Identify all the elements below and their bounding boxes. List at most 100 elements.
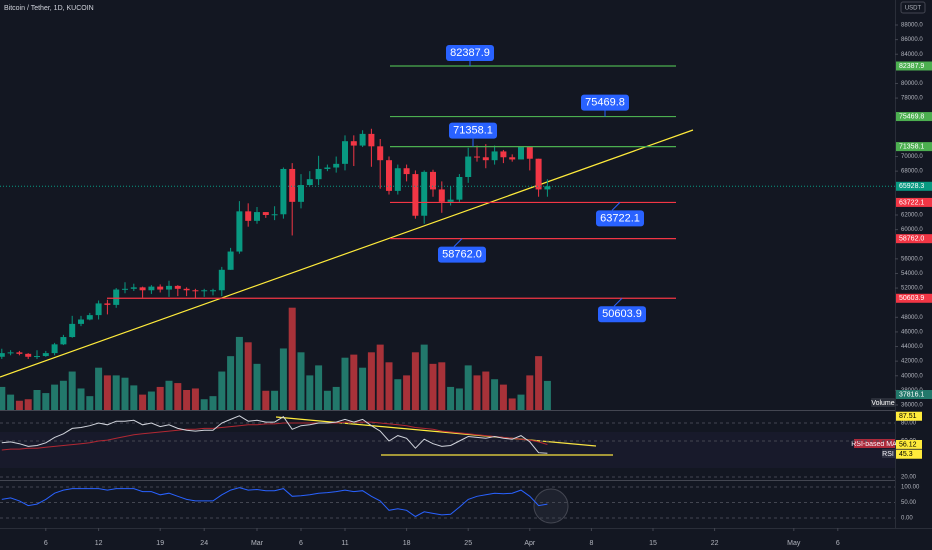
volume-bar <box>235 336 243 410</box>
volume-badge-label: 37816.1 <box>899 391 924 398</box>
candle-body <box>210 290 216 292</box>
y-tick-label: 84000.0 <box>901 52 923 58</box>
volume-bar <box>429 363 437 410</box>
y-tick-label: 80000.0 <box>901 81 923 87</box>
candle-body <box>104 303 111 305</box>
volume-bar <box>218 371 226 410</box>
x-tick-label: May <box>787 540 801 547</box>
candle-body <box>306 179 313 186</box>
volume-bar <box>24 399 32 410</box>
volume-bar <box>209 396 217 410</box>
volume-title-box <box>871 398 895 407</box>
candle-body <box>403 168 410 175</box>
candle-body <box>544 186 551 190</box>
volume-bar <box>543 380 551 410</box>
volume-bar <box>499 384 507 410</box>
rsi-badge-label: 56.12 <box>899 441 917 448</box>
volume-bar <box>288 307 296 410</box>
volume-bar <box>350 354 358 410</box>
candle-body <box>438 189 445 202</box>
currency-box[interactable] <box>900 1 926 14</box>
axis-badge-label: 50603.9 <box>899 295 924 302</box>
stoch-tick-label: 100.00 <box>901 485 920 491</box>
volume-bar <box>7 394 15 410</box>
level-badge-label: 50603.9 <box>602 308 642 320</box>
volume-bar <box>394 379 402 410</box>
candle-body <box>174 285 181 289</box>
rsi-title: RSI <box>882 451 894 458</box>
rsi-title-box <box>882 449 895 458</box>
rsi-badge-label: 45.3 <box>899 451 913 458</box>
rsi-band <box>0 432 895 468</box>
rsi-ma-line <box>1 421 548 451</box>
currency[interactable]: USDT <box>905 6 922 12</box>
axis-badge-label: 63722.1 <box>899 199 924 206</box>
candle-body <box>342 141 348 164</box>
volume-bar <box>15 400 23 410</box>
axis-badge-label: 82387.9 <box>899 63 924 70</box>
y-tick-label: 52000.0 <box>901 286 923 292</box>
rsi-line <box>1 415 548 454</box>
volume-bar <box>279 348 287 410</box>
volume-bar <box>174 383 182 410</box>
axis-badge <box>896 142 932 152</box>
volume-bar <box>130 385 138 410</box>
volume-bar <box>420 344 428 410</box>
candle-body <box>491 151 498 161</box>
rsi-badge <box>896 449 922 459</box>
volume-bar <box>464 365 472 410</box>
volume-bar <box>315 365 323 410</box>
candle-body <box>271 214 278 216</box>
candle-body <box>474 156 480 158</box>
volume-bar <box>42 393 50 410</box>
y-tick-label: 68000.0 <box>901 169 923 175</box>
candle-body <box>245 211 252 221</box>
volume-bar <box>403 375 411 410</box>
x-tick-label: 6 <box>44 540 48 547</box>
volume-title: Volume <box>871 400 894 407</box>
volume-bar <box>323 390 331 410</box>
rsi-badge-label: 87.51 <box>899 413 917 420</box>
candle-body <box>148 286 155 291</box>
y-tick-label: 46000.0 <box>901 330 923 336</box>
rsi-ma-title: RSI-based MA <box>851 441 897 448</box>
volume-bar <box>51 384 59 410</box>
volume-bar <box>139 394 147 410</box>
y-tick-label: 70000.0 <box>901 154 923 160</box>
candle-body <box>430 171 436 190</box>
candle-body <box>130 287 137 289</box>
volume-bar <box>156 386 164 410</box>
volume-bar <box>359 367 367 410</box>
volume-bar <box>112 375 120 410</box>
candle-body <box>60 337 67 345</box>
x-tick-label: 18 <box>403 540 411 547</box>
volume-bar <box>341 357 349 410</box>
candle-body <box>315 168 322 180</box>
trendline <box>0 129 694 378</box>
y-tick-label: 86000.0 <box>901 37 923 43</box>
x-tick-label: Mar <box>251 540 264 547</box>
candle-body <box>526 147 533 159</box>
candle-body <box>166 285 172 290</box>
candle-body <box>86 315 93 320</box>
stoch-tick-label: 0.00 <box>901 516 913 522</box>
axis-badge-label: 75469.8 <box>899 113 924 120</box>
y-tick-label: 62000.0 <box>901 213 923 219</box>
level-badge-label: 82387.9 <box>450 47 490 59</box>
rsi-ma-title-box <box>854 439 895 448</box>
candle-body <box>359 133 366 146</box>
candle-body <box>34 356 40 358</box>
candle-body <box>122 288 128 290</box>
candle-body <box>42 353 49 357</box>
level-badge-label: 71358.1 <box>453 125 493 137</box>
y-tick-label: 54000.0 <box>901 271 923 277</box>
rsi-badge <box>896 439 922 449</box>
x-tick-label: 11 <box>341 540 348 547</box>
volume-badge <box>896 390 932 399</box>
y-tick-label: 40000.0 <box>901 373 923 379</box>
candle-body <box>482 157 489 161</box>
x-tick-label: 6 <box>836 540 840 547</box>
volume-bar <box>376 344 384 410</box>
candle-body <box>447 199 454 202</box>
candle-body <box>377 146 384 161</box>
